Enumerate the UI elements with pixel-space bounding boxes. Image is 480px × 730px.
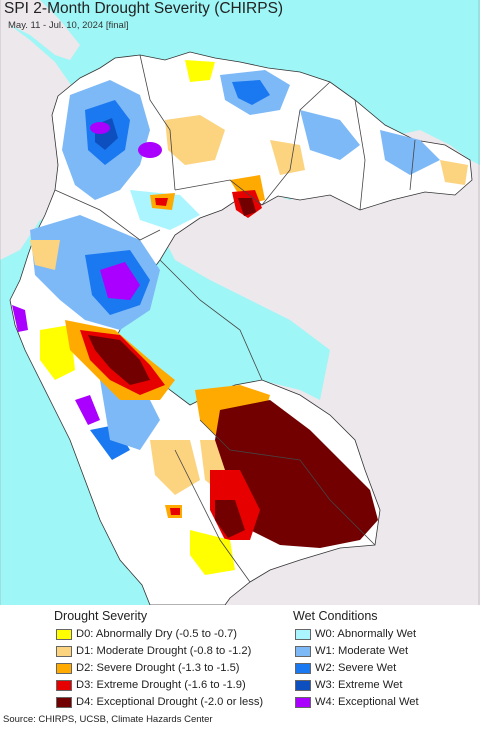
legend-item-w2: W2: Severe Wet	[295, 661, 396, 675]
legend-swatch	[56, 662, 72, 674]
legend-label: D2: Severe Drought (-1.3 to -1.5)	[76, 662, 240, 674]
map-title: SPI 2-Month Drought Severity (CHIRPS)	[4, 0, 284, 17]
legend-swatch	[56, 679, 72, 691]
legend-item-d0: D0: Abnormally Dry (-0.5 to -0.7)	[56, 627, 237, 641]
legend-item-d2: D2: Severe Drought (-1.3 to -1.5)	[56, 661, 240, 675]
wet-areas-north	[62, 70, 440, 230]
country-borders	[54, 54, 416, 583]
wet-legend-title: Wet Conditions	[293, 609, 378, 623]
legend-swatch	[56, 628, 72, 640]
graticule	[0, 0, 480, 605]
legend-item-d1: D1: Moderate Drought (-0.8 to -1.2)	[56, 644, 251, 658]
legend-item-w4: W4: Exceptional Wet	[295, 695, 419, 709]
legend-label: W1: Moderate Wet	[315, 645, 409, 657]
legend: Drought Severity Wet Conditions D0: Abno…	[0, 606, 480, 712]
legend-label: W4: Exceptional Wet	[315, 696, 419, 708]
dry-areas-south	[30, 240, 378, 575]
legend-swatch	[295, 645, 311, 657]
legend-swatch	[295, 662, 311, 674]
legend-label: D3: Extreme Drought (-1.6 to -1.9)	[76, 679, 246, 691]
legend-label: D0: Abnormally Dry (-0.5 to -0.7)	[76, 628, 238, 640]
legend-item-w0: W0: Abnormally Wet	[295, 627, 416, 641]
drought-legend-title: Drought Severity	[54, 609, 148, 623]
map-subtitle: May. 11 - Jul. 10, 2024 [final]	[8, 20, 129, 31]
legend-item-w1: W1: Moderate Wet	[295, 644, 408, 658]
legend-swatch	[56, 645, 72, 657]
legend-label: W2: Severe Wet	[315, 662, 397, 674]
source-credit: Source: CHIRPS, UCSB, Climate Hazards Ce…	[3, 714, 213, 725]
legend-label: D1: Moderate Drought (-0.8 to -1.2)	[76, 645, 252, 657]
legend-label: W3: Extreme Wet	[315, 679, 403, 691]
legend-label: W0: Abnormally Wet	[315, 628, 417, 640]
dry-areas-north	[150, 60, 468, 218]
legend-swatch	[56, 696, 72, 708]
legend-swatch	[295, 628, 311, 640]
central-america	[0, 0, 80, 60]
drought-map	[0, 0, 480, 605]
legend-item-d4: D4: Exceptional Drought (-2.0 or less)	[56, 695, 263, 709]
legend-swatch	[295, 696, 311, 708]
legend-item-w3: W3: Extreme Wet	[295, 678, 402, 692]
legend-label: D4: Exceptional Drought (-2.0 or less)	[76, 696, 264, 708]
legend-swatch	[295, 679, 311, 691]
legend-item-d3: D3: Extreme Drought (-1.6 to -1.9)	[56, 678, 246, 692]
